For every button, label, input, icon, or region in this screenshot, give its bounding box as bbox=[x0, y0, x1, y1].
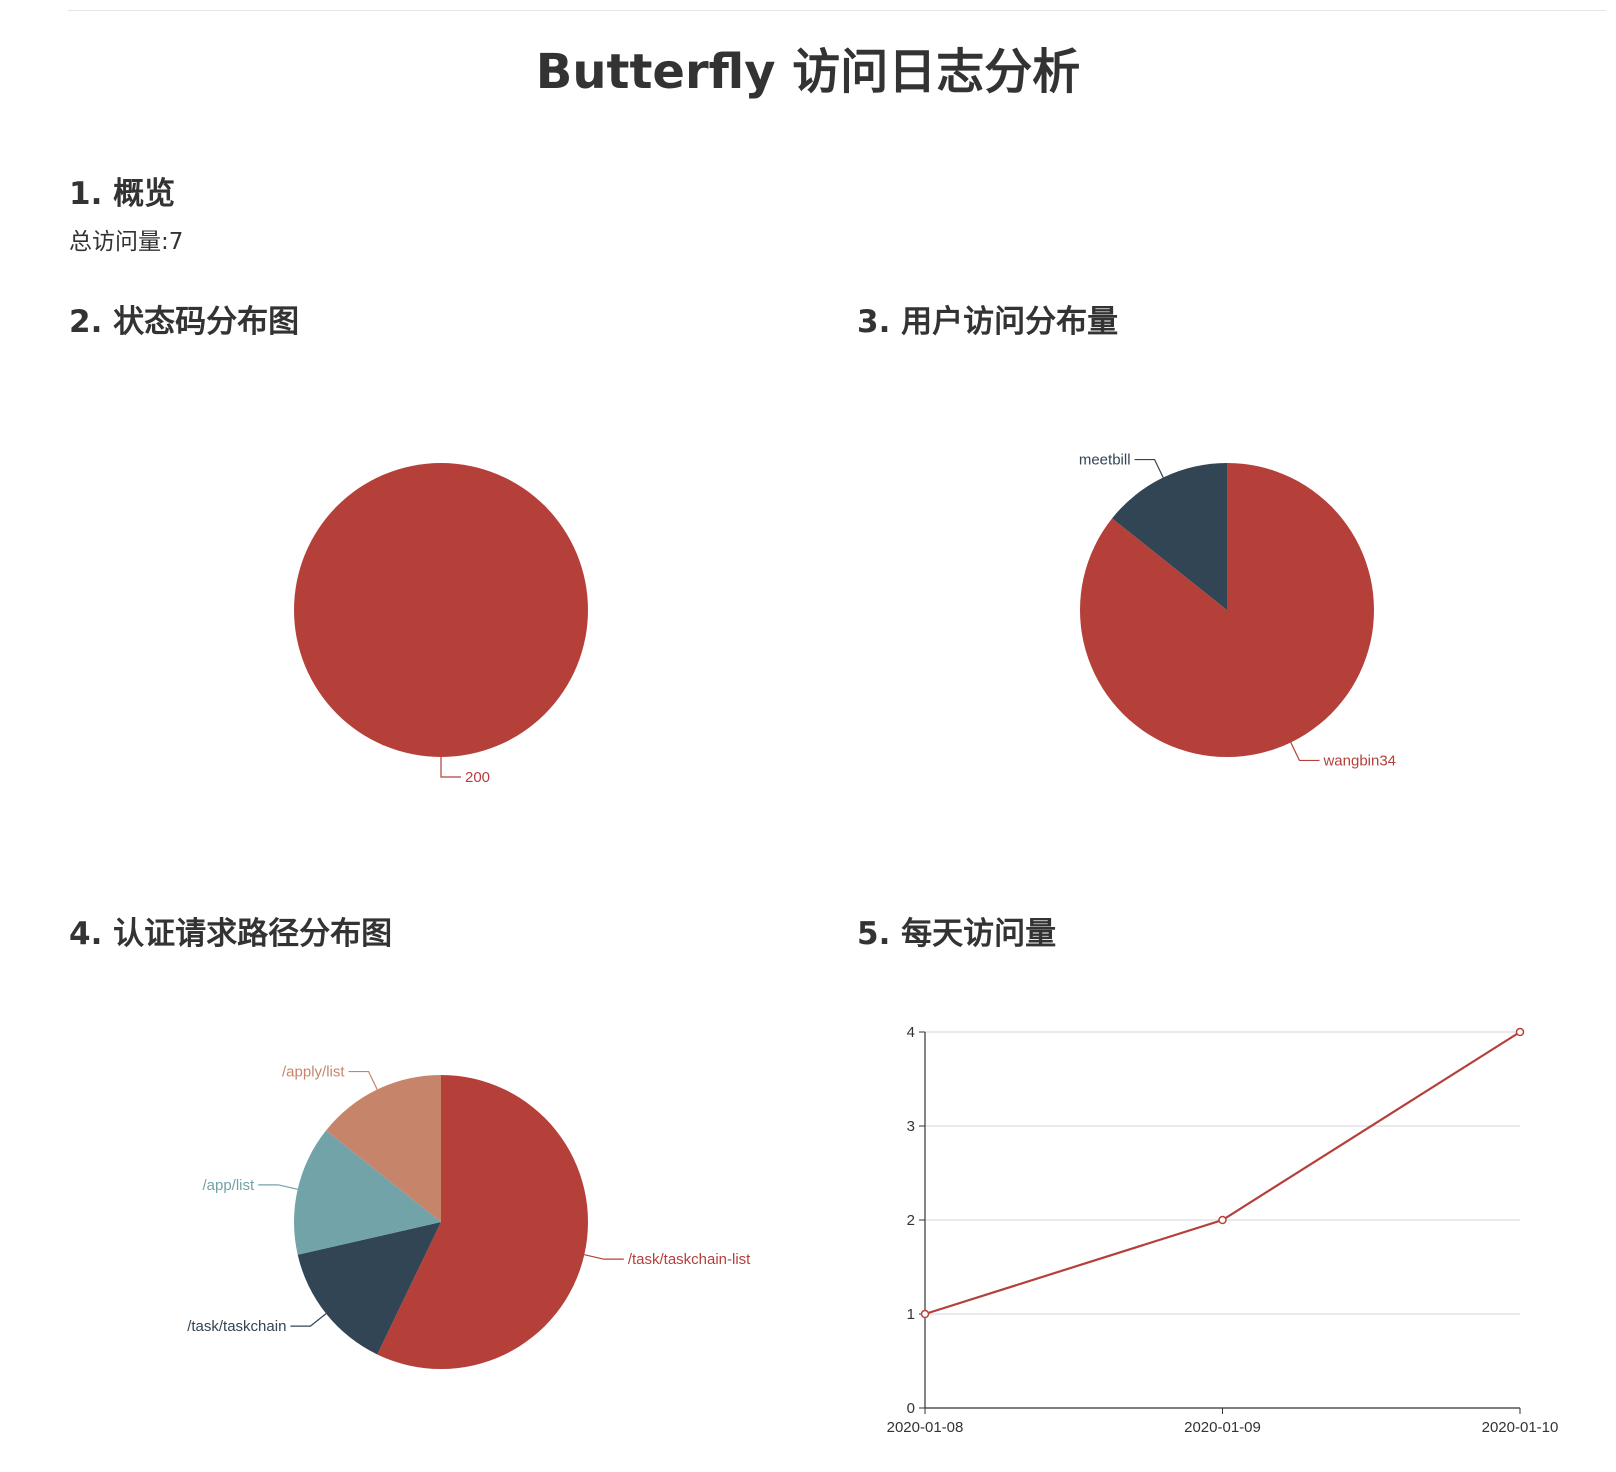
user-pie-slice-meetbill[interactable] bbox=[1112, 463, 1227, 610]
daily-line-group: 0 1 2 3 4 2020-01-08 2020-01-09 2020-01-10 bbox=[887, 1024, 1559, 1436]
path-pie-label-task-taskchain-list: /task/taskchain-list bbox=[628, 1251, 751, 1268]
page-title: Butterfly 访问日志分析 bbox=[535, 44, 1081, 100]
status-chart-heading: 2. 状态码分布图 bbox=[69, 304, 300, 340]
path-pie-slice-task-taskchain-list[interactable] bbox=[377, 1075, 588, 1369]
path-pie-label-task-taskchain: /task/taskchain bbox=[187, 1318, 286, 1335]
user-pie-leader-line bbox=[1134, 458, 1164, 478]
daily-line-ytick-label: 1 bbox=[907, 1306, 915, 1323]
path-pie-slice-task-taskchain[interactable] bbox=[297, 1222, 441, 1355]
daily-line-ytick-label: 0 bbox=[907, 1400, 915, 1417]
status-pie-group: 200 bbox=[294, 463, 588, 786]
status-pie-leader-line bbox=[440, 757, 461, 778]
daily-line-ytick-label: 2 bbox=[907, 1212, 915, 1229]
total-visits-text: 总访问量:7 bbox=[69, 229, 184, 255]
status-pie-slice-200[interactable] bbox=[294, 463, 588, 757]
user-pie-label-meetbill: meetbill bbox=[1079, 452, 1131, 469]
daily-chart-heading: 5. 每天访问量 bbox=[857, 916, 1057, 952]
daily-line-ytick-label: 3 bbox=[907, 1118, 915, 1135]
status-pie-label-200: 200 bbox=[465, 769, 490, 786]
daily-line-xtick-label: 2020-01-08 bbox=[887, 1419, 964, 1436]
user-pie-group: wangbin34 meetbill bbox=[1079, 452, 1396, 770]
daily-line-xtick-label: 2020-01-10 bbox=[1482, 1419, 1559, 1436]
path-pie-leader-line bbox=[258, 1184, 298, 1190]
daily-line-point[interactable] bbox=[1218, 1215, 1227, 1225]
user-pie-label-wangbin34: wangbin34 bbox=[1322, 752, 1396, 769]
path-pie-leader-line bbox=[584, 1254, 624, 1260]
daily-line-point[interactable] bbox=[920, 1309, 930, 1319]
daily-line-point[interactable] bbox=[1515, 1027, 1525, 1037]
daily-line-ytick-label: 4 bbox=[907, 1024, 915, 1041]
path-pie-slice-apply-list[interactable] bbox=[326, 1075, 441, 1222]
path-pie-group: /task/taskchain-list/task/taskchain/app/… bbox=[187, 1064, 751, 1369]
path-pie-leader-line bbox=[348, 1070, 378, 1090]
path-pie-label-apply-list: /apply/list bbox=[282, 1064, 345, 1081]
user-chart-heading: 3. 用户访问分布量 bbox=[857, 304, 1119, 340]
path-pie-leader-line bbox=[290, 1313, 327, 1327]
user-pie-leader-line bbox=[1290, 742, 1320, 762]
daily-line-xtick-label: 2020-01-09 bbox=[1184, 1419, 1261, 1436]
path-chart-heading: 4. 认证请求路径分布图 bbox=[69, 916, 393, 952]
path-pie-label-app-list: /app/list bbox=[202, 1177, 255, 1194]
daily-line-series-line bbox=[924, 1031, 1521, 1316]
top-divider bbox=[68, 10, 1606, 11]
path-pie-slice-app-list[interactable] bbox=[294, 1130, 441, 1255]
overview-heading: 1. 概览 bbox=[69, 176, 176, 212]
